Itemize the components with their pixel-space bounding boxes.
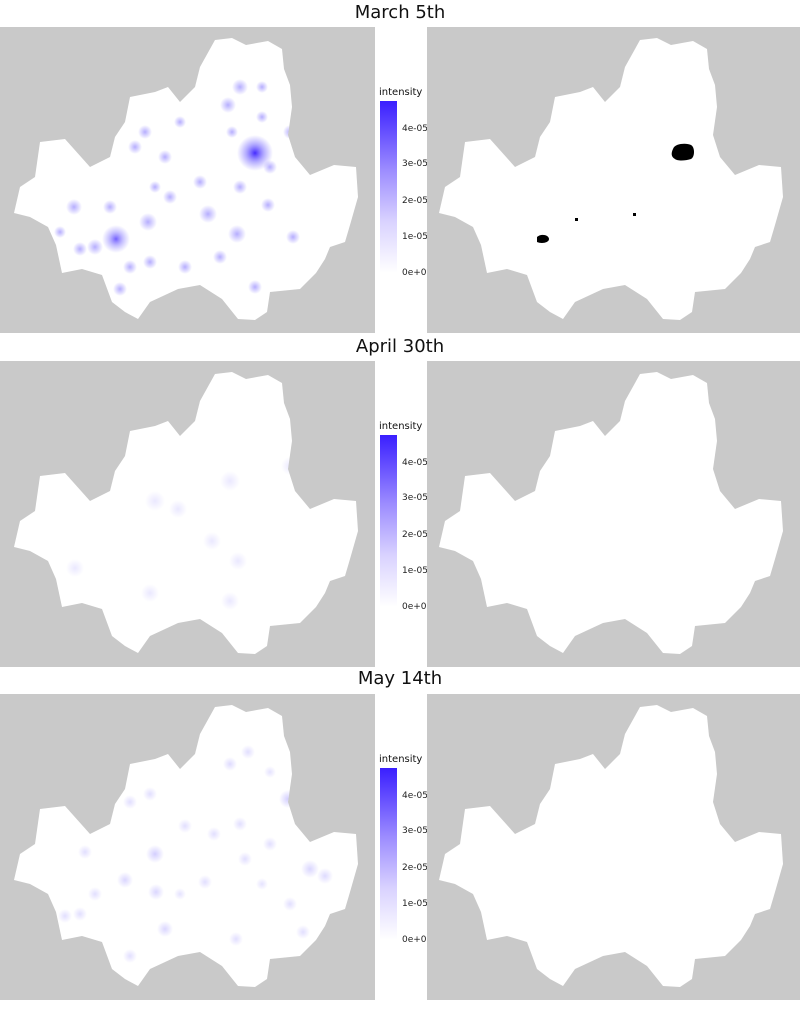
legend-title: intensity [379,754,423,765]
legend-colorbar [380,768,397,940]
legend-tick: 2e-05 [397,863,428,873]
legend-colorbar [380,435,397,607]
legend-tick: 1e-05 [397,566,428,576]
legend-title: intensity [379,421,423,432]
legend-tick: 1e-05 [397,232,428,242]
panel-title: March 5th [354,2,446,23]
legend-colorbar [380,101,397,273]
intensity-legend: intensity 4e-05 3e-05 2e-05 1e-05 0e+00 [377,754,437,954]
intensity-map [0,361,375,667]
legend-title: intensity [379,87,423,98]
legend-tick: 0e+00 [396,935,433,945]
legend-tick: 4e-05 [397,124,428,134]
hotspot-map [427,361,800,667]
legend-tick: 4e-05 [397,791,428,801]
legend-tick: 2e-05 [397,530,428,540]
hotspot-map [427,27,800,333]
legend-tick: 3e-05 [397,826,428,836]
legend-tick: 0e+00 [396,602,433,612]
hotspot-map [427,694,800,1000]
legend-tick: 2e-05 [397,196,428,206]
intensity-legend: intensity 4e-05 3e-05 2e-05 1e-05 0e+00 [377,87,437,287]
panel-title: May 14th [357,668,443,689]
legend-tick: 1e-05 [397,899,428,909]
legend-tick: 0e+00 [396,268,433,278]
intensity-map [0,27,375,333]
legend-tick: 3e-05 [397,159,428,169]
intensity-map [0,694,375,1000]
legend-tick: 4e-05 [397,458,428,468]
legend-tick: 3e-05 [397,493,428,503]
intensity-legend: intensity 4e-05 3e-05 2e-05 1e-05 0e+00 [377,421,437,621]
panel-title: April 30th [355,336,445,357]
